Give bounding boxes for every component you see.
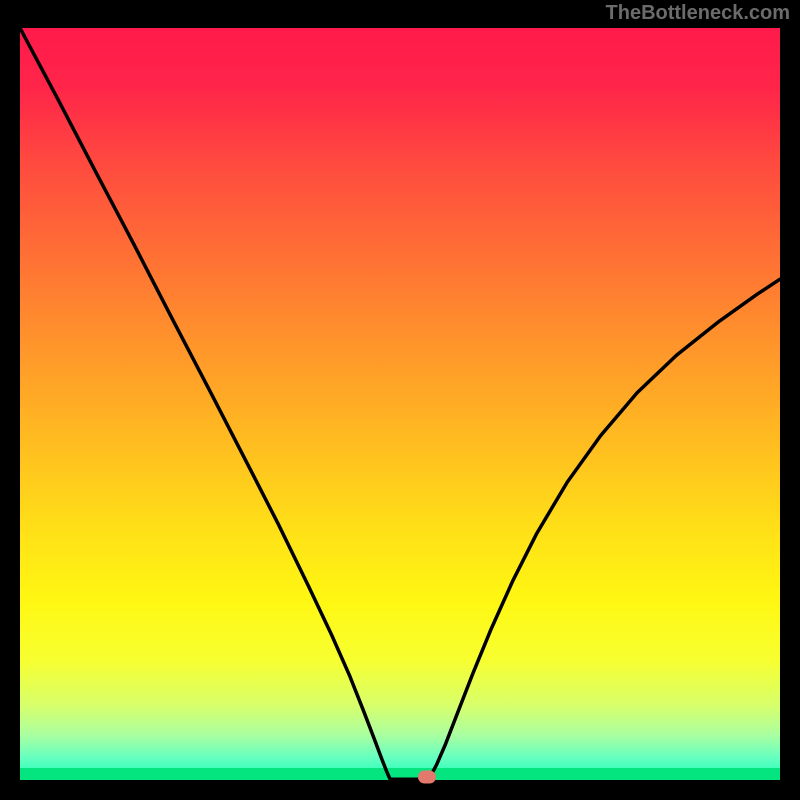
optimal-marker	[418, 770, 436, 783]
chart-container: TheBottleneck.com	[0, 0, 800, 800]
plot-area	[20, 28, 780, 780]
watermark-label: TheBottleneck.com	[606, 2, 790, 25]
bottleneck-curve	[20, 28, 780, 780]
